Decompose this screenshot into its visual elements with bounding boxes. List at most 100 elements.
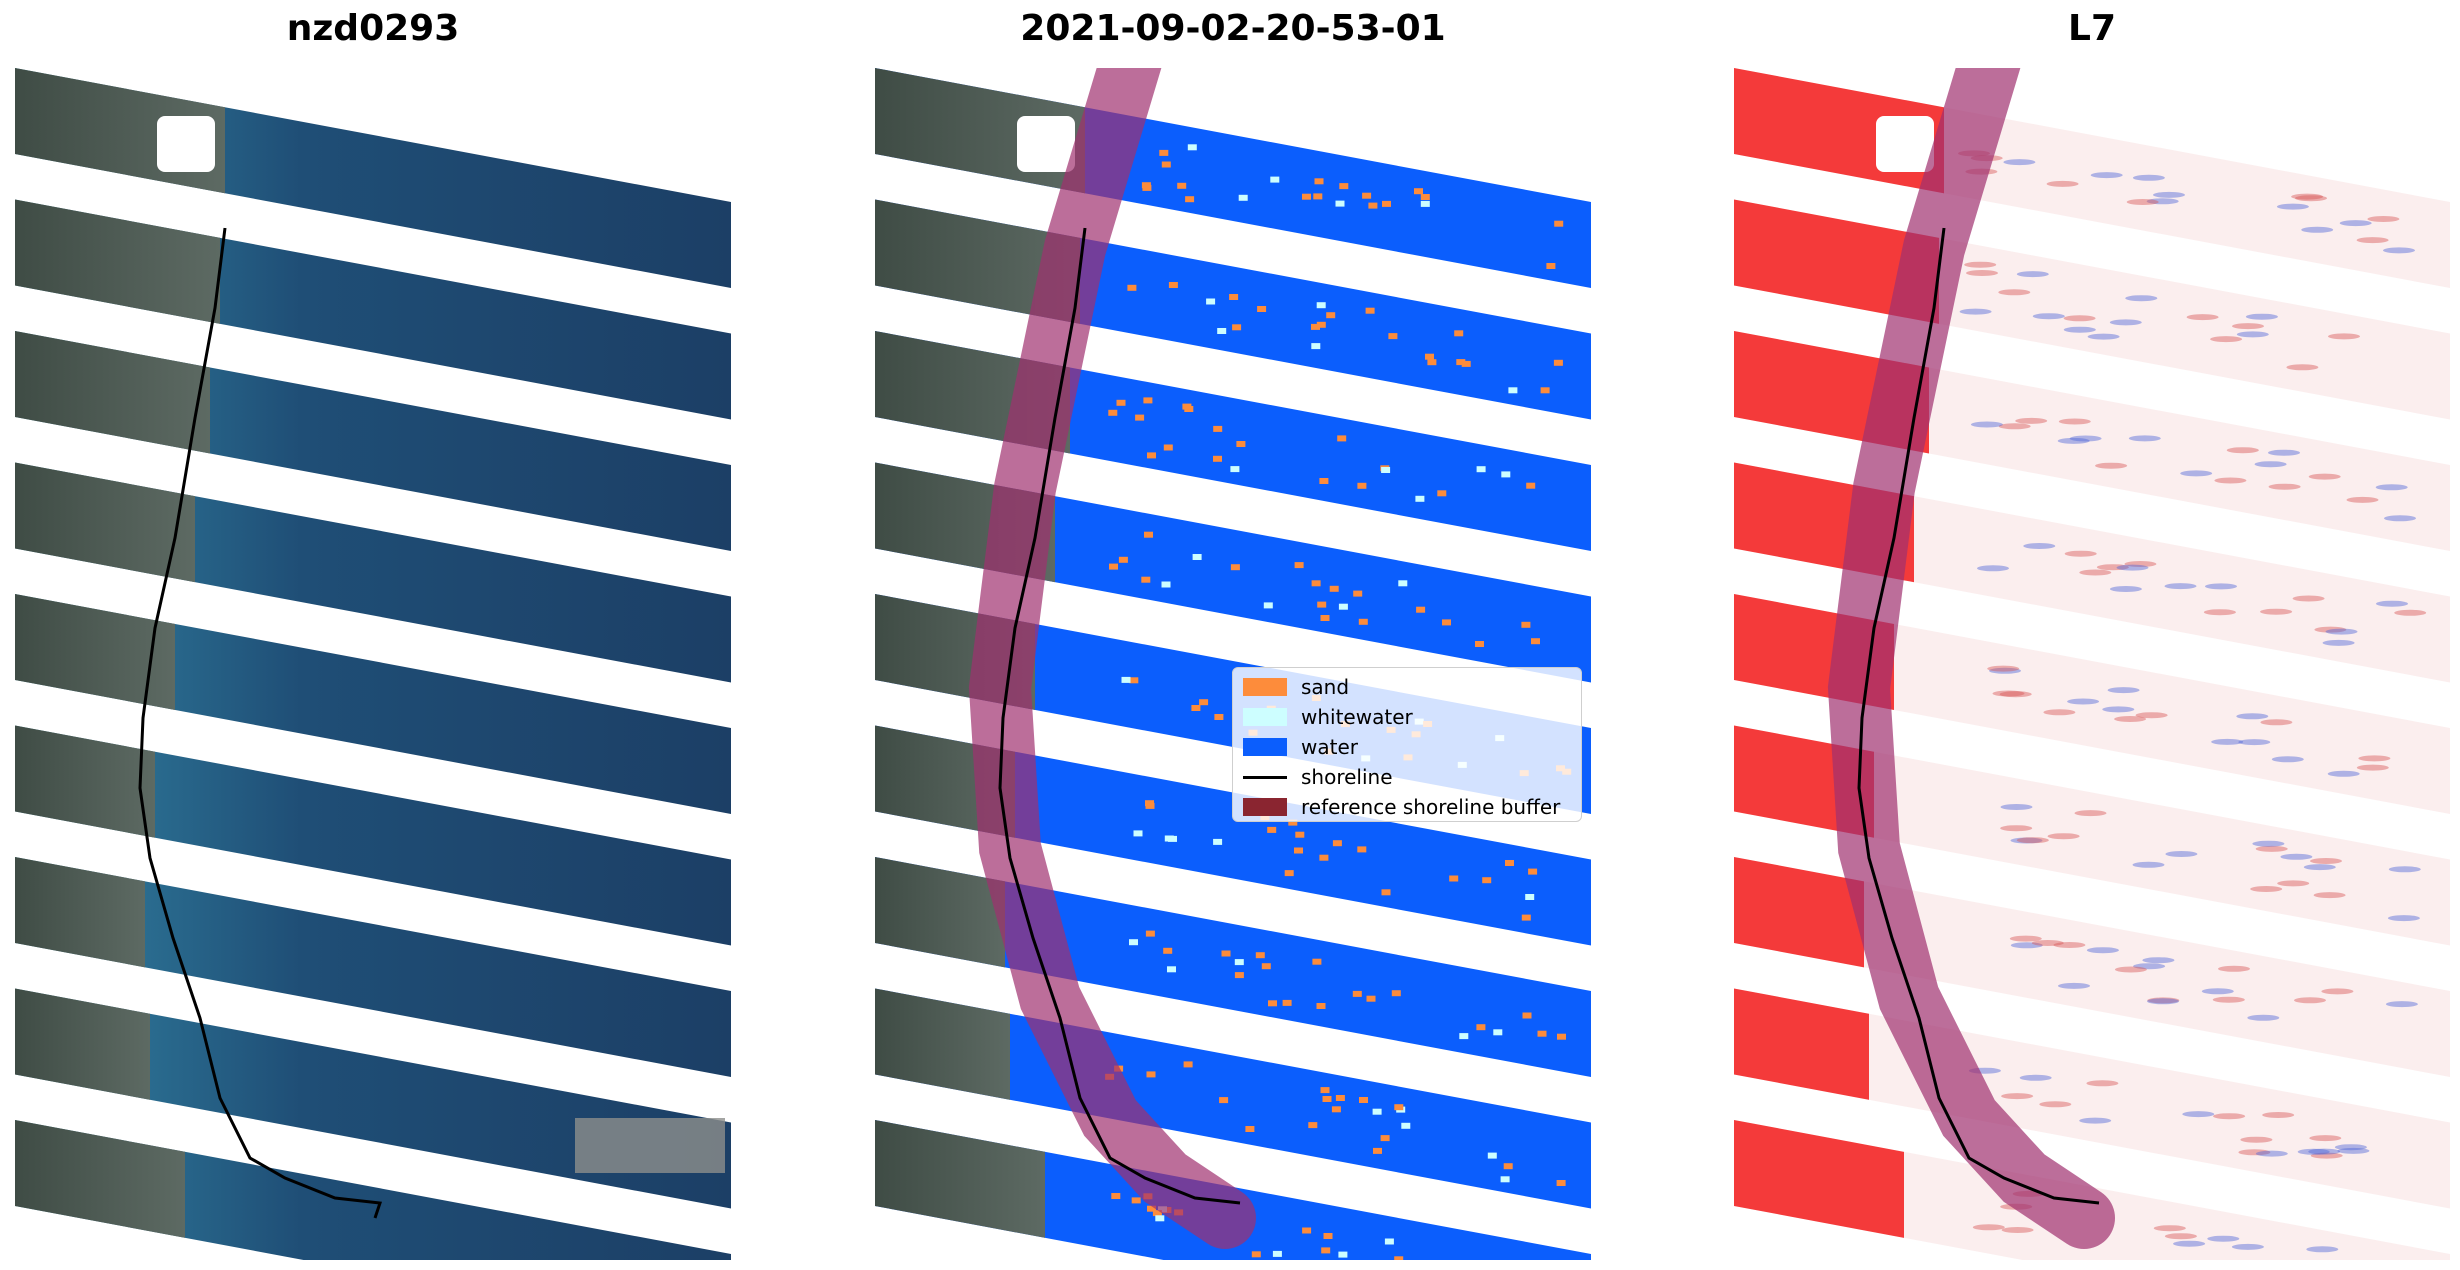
wave-streak — [2383, 247, 2415, 254]
sand-swatch — [1243, 678, 1287, 696]
sand-pixel — [1501, 471, 1511, 478]
wave-streak — [2277, 880, 2310, 887]
wave-streak — [2116, 564, 2149, 571]
sand-pixel — [1359, 1097, 1368, 1103]
wave-streak — [2308, 473, 2341, 480]
wave-streak — [2000, 804, 2033, 810]
water-swatch — [1243, 738, 1287, 756]
sand-pixel — [1335, 1095, 1345, 1101]
sand-pixel — [1109, 563, 1118, 570]
sand-pixel — [1353, 590, 1363, 597]
sand-pixel — [1314, 178, 1324, 185]
sand-pixel — [1357, 846, 1367, 853]
sand-pixel — [1308, 1122, 1318, 1129]
wave-streak — [1998, 423, 2031, 430]
wave-streak — [2153, 1225, 2186, 1232]
sand-pixel — [1554, 220, 1564, 227]
legend-label-water: water — [1301, 735, 1358, 759]
sand-pixel — [1414, 188, 1423, 195]
sand-pixel — [1319, 478, 1329, 484]
sand-pixel — [1177, 182, 1187, 189]
wave-streak — [2271, 756, 2304, 763]
sand-pixel — [1425, 353, 1434, 360]
sand-pixel — [1213, 455, 1222, 462]
wave-streak — [1964, 261, 1997, 268]
wave-streak — [2286, 364, 2319, 371]
sand-pixel — [1147, 1205, 1156, 1212]
sand-pixel — [1316, 321, 1326, 328]
wave-streak — [2260, 719, 2293, 726]
sand-pixel — [1133, 830, 1143, 837]
wave-streak — [2173, 1240, 2206, 1247]
wave-streak — [2214, 477, 2247, 484]
sand-pixel — [1261, 963, 1271, 970]
wave-streak — [2147, 997, 2180, 1004]
sand-pixel — [1229, 294, 1239, 300]
sand-pixel — [1284, 870, 1294, 877]
sand-pixel — [1294, 847, 1303, 854]
sand-pixel — [1232, 324, 1242, 331]
wave-streak — [2211, 738, 2244, 745]
sand-pixel — [1339, 183, 1349, 190]
sand-pixel — [1540, 387, 1550, 394]
wave-streak — [2090, 172, 2123, 179]
legend: sand whitewater water shoreline referenc… — [1232, 667, 1582, 822]
sand-pixel — [1319, 854, 1329, 861]
sand-pixel — [1234, 972, 1244, 979]
wave-streak — [2109, 586, 2142, 592]
sand-pixel — [1282, 999, 1292, 1006]
wave-streak — [2292, 595, 2325, 602]
sand-pixel — [1537, 1030, 1547, 1037]
wave-streak — [2247, 1014, 2280, 1021]
wave-streak — [2306, 1246, 2339, 1253]
sand-pixel — [1270, 176, 1280, 183]
sand-pixel — [1267, 826, 1277, 833]
sand-pixel — [1420, 194, 1430, 200]
sand-pixel — [1337, 435, 1347, 442]
sand-pixel — [1398, 580, 1408, 587]
sand-pixel — [1373, 1147, 1382, 1154]
wave-streak — [2375, 484, 2408, 491]
sand-pixel — [1382, 200, 1391, 207]
wave-streak — [2262, 1112, 2295, 1118]
port-area — [575, 1118, 725, 1173]
sand-pixel — [1144, 531, 1153, 538]
wave-streak — [2268, 449, 2300, 456]
sand-pixel — [1111, 1193, 1121, 1199]
sand-pixel — [1182, 403, 1192, 410]
wave-streak — [2079, 569, 2112, 576]
wave-streak — [2376, 600, 2408, 607]
wave-streak — [2114, 966, 2147, 973]
wave-streak — [2164, 1233, 2197, 1240]
wave-streak — [2109, 319, 2142, 326]
wave-streak — [2301, 226, 2334, 233]
sand-pixel — [1449, 875, 1459, 882]
sand-pixel — [1362, 192, 1372, 199]
sand-pixel — [1557, 1033, 1566, 1040]
wave-streak — [1972, 1224, 2005, 1231]
sand-pixel — [1416, 606, 1426, 613]
sand-pixel — [1163, 947, 1173, 954]
wave-streak — [2325, 628, 2358, 635]
sand-pixel — [1380, 1135, 1390, 1142]
sand-pixel — [1505, 860, 1514, 866]
sand-pixel — [1553, 359, 1563, 366]
sand-pixel — [1323, 1233, 1333, 1239]
sand-pixel — [1187, 144, 1197, 151]
wave-streak — [2046, 180, 2079, 187]
wave-streak — [2058, 982, 2090, 989]
wave-streak — [2095, 462, 2128, 469]
wave-streak — [2385, 1001, 2418, 1008]
wave-streak — [2260, 608, 2293, 615]
sand-pixel — [1531, 638, 1540, 645]
wave-streak — [2039, 1101, 2072, 1108]
wave-streak — [2238, 739, 2271, 746]
wave-streak — [2107, 687, 2140, 694]
wave-streak — [2268, 483, 2301, 490]
wave-streak — [2086, 947, 2119, 954]
legend-label-sand: sand — [1301, 675, 1350, 699]
sand-pixel — [1219, 1097, 1229, 1104]
sand-pixel — [1420, 200, 1430, 207]
sand-pixel — [1394, 1104, 1404, 1111]
sand-pixel — [1522, 1012, 1532, 1019]
